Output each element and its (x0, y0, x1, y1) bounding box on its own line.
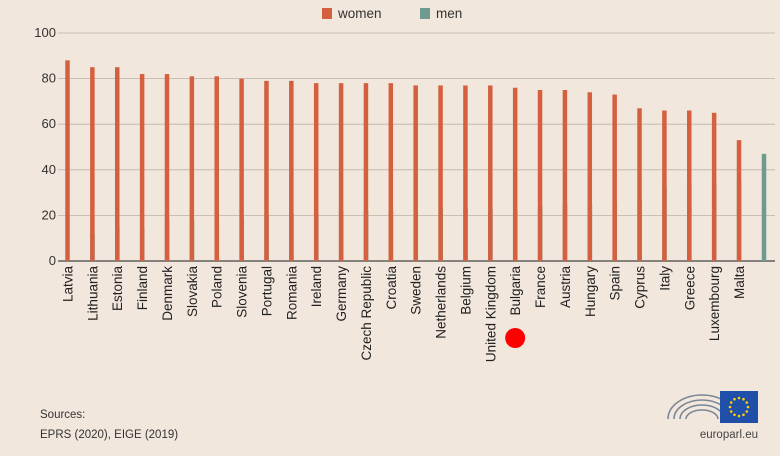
star-icon (737, 414, 741, 418)
x-tick-label: Malta (732, 266, 747, 300)
eu-flag-icon (720, 391, 758, 423)
star-icon (746, 405, 750, 409)
x-tick-label: United Kingdom (483, 266, 498, 362)
bar-women (114, 67, 120, 261)
x-tick-label: Slovakia (185, 266, 200, 318)
x-tick-label: Lithuania (85, 266, 100, 321)
bar-women (711, 112, 717, 261)
bar-women (662, 110, 667, 262)
bar-women (363, 83, 369, 261)
chart: 0 20 40 60 80 100 Latvia Lithuania Estonia Finla… (34, 6, 775, 363)
bar-women (139, 74, 145, 261)
bar-women (587, 92, 593, 261)
legend-label-women: women (337, 6, 382, 21)
bar-women (637, 108, 642, 262)
highlight-marker (505, 328, 526, 348)
bar-women (512, 87, 518, 261)
bar-women (289, 80, 294, 261)
sources: Sources: EPRS (2020), EIGE (2019) (40, 405, 178, 445)
star-icon (733, 397, 736, 401)
bar-women (388, 83, 394, 261)
bar-women (612, 94, 617, 261)
y-tick-label: 20 (42, 207, 56, 222)
star-icon (745, 410, 749, 413)
x-tick-label: Cyprus (633, 266, 648, 309)
x-tick-label: Czech Republic (359, 266, 374, 361)
x-tick-label: Ireland (309, 266, 324, 307)
legend-swatch-women (322, 8, 332, 19)
star-icon (737, 396, 741, 400)
y-tick-label: 0 (49, 253, 56, 268)
bar-women (164, 74, 170, 261)
x-tick-label: Luxembourg (707, 266, 722, 341)
europarl-url: europarl.eu (699, 429, 758, 441)
y-tick-label: 60 (42, 116, 56, 131)
star-icon (729, 401, 733, 404)
bar-women (264, 80, 269, 261)
x-tick-label: Italy (657, 266, 672, 291)
bar-women (562, 90, 568, 261)
star-icon (742, 413, 745, 417)
bar-women (189, 76, 195, 261)
bar-women (214, 76, 219, 261)
bar-women (413, 85, 418, 261)
x-axis-labels: Latvia Lithuania Estonia Finland Denmark Slov… (61, 266, 748, 363)
bar-women (239, 78, 244, 261)
x-tick-label: Slovenia (235, 266, 250, 318)
star-icon (729, 410, 733, 413)
y-tick-label: 40 (42, 162, 56, 177)
x-tick-label: Greece (682, 266, 697, 310)
star-icon (733, 413, 736, 417)
bar-women (90, 67, 95, 261)
x-tick-label: Denmark (160, 266, 175, 321)
sources-text: EPRS (2020), EIGE (2019) (40, 429, 179, 441)
star-icon (742, 397, 745, 401)
x-tick-label: Netherlands (434, 266, 449, 339)
star-icon (745, 401, 749, 404)
x-tick-label: Finland (135, 266, 150, 310)
x-tick-label: Latvia (61, 266, 76, 303)
x-tick-label: Austria (558, 266, 573, 309)
europarl-logo: europarl.eu (648, 377, 758, 447)
star-icon (728, 405, 732, 409)
bar-women (463, 85, 468, 261)
bar-women (488, 85, 493, 261)
y-axis-ticks: 0 20 40 60 80 100 (34, 25, 56, 268)
bar-women (438, 85, 443, 261)
y-tick-label: 80 (42, 71, 56, 86)
x-tick-label: Croatia (384, 266, 399, 310)
x-tick-label: Belgium (458, 266, 473, 315)
x-tick-label: Romania (284, 266, 299, 321)
bar-women (736, 140, 742, 261)
bar-women (65, 60, 70, 261)
legend-label-men: men (436, 6, 462, 21)
legend: women men (322, 6, 462, 21)
bar-women (687, 110, 692, 262)
sources-label: Sources: (40, 409, 86, 421)
x-tick-label: France (533, 266, 548, 308)
x-tick-label: Hungary (583, 266, 598, 317)
legend-swatch-men (420, 8, 430, 19)
x-tick-label: Portugal (259, 266, 274, 316)
x-tick-label: Germany (334, 266, 349, 322)
bar-women (313, 83, 319, 261)
x-tick-label: Spain (608, 266, 623, 301)
bar-men (761, 153, 767, 261)
bar-women (338, 83, 344, 261)
bar-women (537, 90, 543, 261)
x-tick-label: Sweden (409, 266, 424, 315)
bars (65, 60, 767, 262)
x-tick-label: Estonia (110, 266, 125, 312)
y-tick-label: 100 (34, 25, 56, 40)
x-tick-label: Poland (210, 266, 225, 308)
x-tick-label: Bulgaria (508, 266, 523, 316)
